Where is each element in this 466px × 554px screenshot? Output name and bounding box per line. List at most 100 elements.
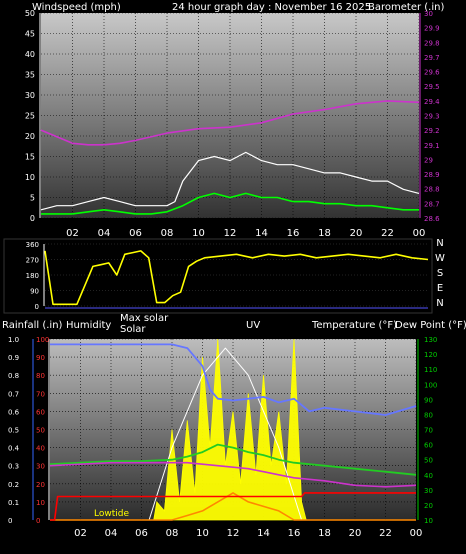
barometer-tick-label: 29.9 [424,25,440,33]
temperature-tick-label: 70 [424,427,433,435]
solar-label: Solar [120,324,146,335]
rainfall-tick-label: 0.9 [8,354,19,362]
humidity-tick-label: 60 [36,408,45,416]
time-tick-label: 00 [413,228,426,239]
wind-tick-label: 0 [30,214,35,223]
humidity-tick-label: 70 [36,390,45,398]
direction-tick-label: 90 [30,288,39,296]
wind-tick-label: 45 [25,30,35,39]
wind-tick-label: 35 [25,71,35,80]
time-tick-label: 02 [74,528,87,539]
temperature-tick-label: 20 [424,502,433,510]
time-tick-label: 18 [318,528,331,539]
barometer-tick-label: 28.7 [424,200,440,208]
direction-tick-label: 180 [26,272,39,280]
uv-line [50,492,416,521]
rainfall-tick-label: 1.0 [8,336,19,344]
compass-label: S [437,268,443,279]
temperature-tick-label: 40 [424,472,433,480]
time-tick-label: 22 [379,528,392,539]
multi-left-axes: 0 0.1 0.2 0.3 0.4 0.5 0.6 0.7 0.8 0.9 1.0 0 10 20 30 40… [8,336,50,525]
rainfall-label: Rainfall (.in) [2,320,63,331]
barometer-tick-label: 29 [424,156,433,164]
rainfall-tick-label: 0.6 [8,408,20,416]
temperature-right-axis: 10 20 30 40 50 60 70 80 90 100 110 120 130 [417,336,437,525]
time-tick-label: 22 [381,228,394,239]
wind-grid [41,12,420,219]
multi-series [49,338,417,521]
uv-label: UV [246,320,260,331]
time-tick-label: 08 [161,228,174,239]
time-tick-label: 10 [192,228,205,239]
wind-gust-line [40,151,420,211]
temperature-tick-label: 110 [424,366,437,374]
temperature-label: Temperature (°F) [311,320,397,331]
time-tick-label: 06 [129,228,142,239]
wind-time-axis: 02 04 06 08 10 12 14 16 18 20 22 00 [66,228,425,239]
graph-title: 24 hour graph day : November 16 2025 [172,2,371,13]
temperature-tick-label: 80 [424,411,433,419]
lowtide-annotation: Lowtide [94,509,129,519]
humidity-tick-label: 80 [36,372,45,380]
wind-tick-label: 50 [25,9,35,18]
time-tick-label: 04 [105,528,118,539]
rainfall-tick-label: 0.2 [8,481,19,489]
time-tick-label: 00 [410,528,423,539]
temperature-tick-label: 100 [424,381,437,389]
time-tick-label: 04 [98,228,111,239]
time-tick-label: 02 [66,228,79,239]
dew-point-label: Dew Point (°F) [395,320,466,331]
barometer-tick-label: 28.6 [424,215,440,223]
rainfall-tick-label: 0.4 [8,445,20,453]
direction-panel-frame [3,238,433,314]
wind-tick-label: 15 [25,153,35,162]
time-tick-label: 16 [287,228,300,239]
temperature-tick-label: 50 [424,457,433,465]
compass-label: N [436,238,443,249]
time-tick-label: 18 [318,228,331,239]
rainfall-tick-label: 0.7 [8,390,19,398]
humidity-tick-label: 40 [36,445,45,453]
humidity-tick-label: 90 [36,354,45,362]
direction-series [44,250,429,306]
direction-line [44,250,429,306]
barometer-tick-label: 29.6 [424,69,440,77]
barometer-tick-label: 29.3 [424,113,440,121]
wind-left-axis: 0 5 10 15 20 25 30 35 40 45 50 [25,9,41,223]
direction-left-axis: 0 90 180 270 360 [26,241,45,311]
humidity-line [50,343,417,416]
multi-time-axis: 02 04 06 08 10 12 14 16 18 20 22 00 [74,528,422,539]
barometer-tick-label: 29.5 [424,83,440,91]
barometer-tick-label: 28.8 [424,186,440,194]
time-tick-label: 20 [349,528,362,539]
barometer-tick-label: 29.7 [424,54,440,62]
temperature-line [49,443,417,476]
compass-label: E [437,283,443,294]
wind-tick-label: 25 [25,112,35,121]
humidity-tick-label: 50 [36,427,45,435]
time-tick-label: 06 [135,528,148,539]
humidity-tick-label: 10 [36,499,45,507]
time-tick-label: 16 [288,528,301,539]
direction-tick-label: 0 [35,303,39,311]
wind-tick-label: 30 [25,91,35,100]
time-tick-label: 14 [257,528,270,539]
direction-tick-label: 360 [26,241,39,249]
rainfall-tick-label: 0.8 [8,372,19,380]
barometer-tick-label: 29.2 [424,127,440,135]
rainfall-tick-label: 0.3 [8,463,19,471]
wind-tick-label: 20 [25,132,35,141]
time-tick-label: 08 [166,528,179,539]
wind-tick-label: 10 [25,173,35,182]
barometer-tick-label: 29.1 [424,142,440,150]
barometer-label: Barometer (.in) [368,2,444,13]
barometer-line [40,100,420,146]
temperature-tick-label: 10 [424,517,433,525]
barometer-tick-label: 28.9 [424,171,440,179]
rainfall-tick-label: 0.1 [8,499,19,507]
temperature-tick-label: 120 [424,351,437,359]
direction-grid [45,243,428,309]
